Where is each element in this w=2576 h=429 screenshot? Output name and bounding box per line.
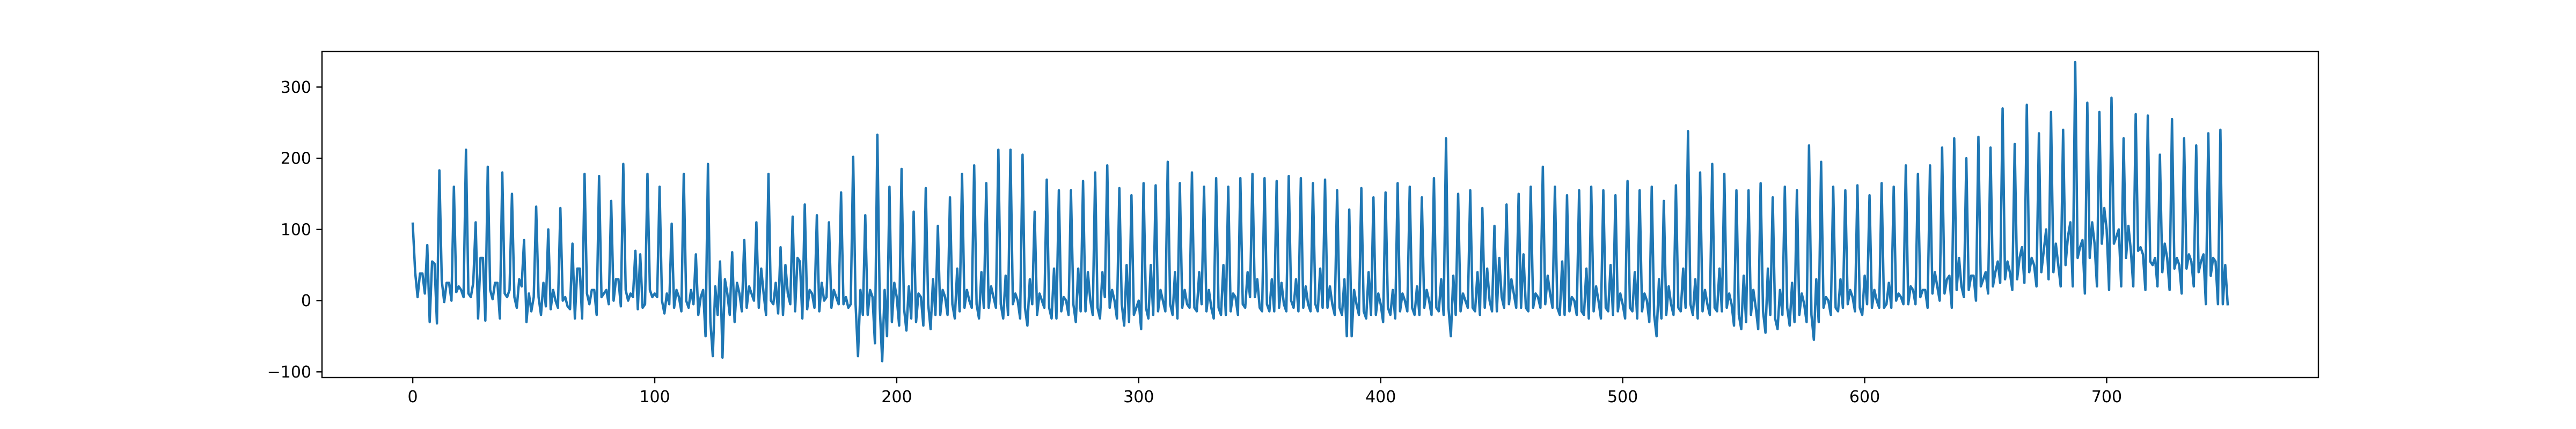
series-line-0 — [411, 61, 2229, 363]
x-tick-label: 700 — [2091, 388, 2122, 406]
x-tick-label: 100 — [639, 388, 670, 406]
series-layer — [411, 61, 2229, 363]
y-tick-label: −100 — [267, 363, 311, 382]
x-tick-label: 400 — [1365, 388, 1396, 406]
y-axis: −100 0 100 200 300 — [267, 78, 322, 382]
y-tick-label: 0 — [301, 292, 311, 310]
plot-frame — [321, 50, 2319, 379]
x-tick-label: 200 — [881, 388, 912, 406]
x-tick-label: 0 — [408, 388, 418, 406]
plot-background — [322, 51, 2318, 378]
x-axis: 0 100 200 300 400 500 600 700 — [408, 378, 2122, 406]
y-tick-label: 300 — [281, 78, 311, 97]
y-tick-label: 200 — [281, 150, 311, 168]
y-tick-label: 100 — [281, 220, 311, 239]
x-tick-label: 300 — [1123, 388, 1154, 406]
x-tick-label: 600 — [1849, 388, 1880, 406]
x-tick-label: 500 — [1607, 388, 1638, 406]
